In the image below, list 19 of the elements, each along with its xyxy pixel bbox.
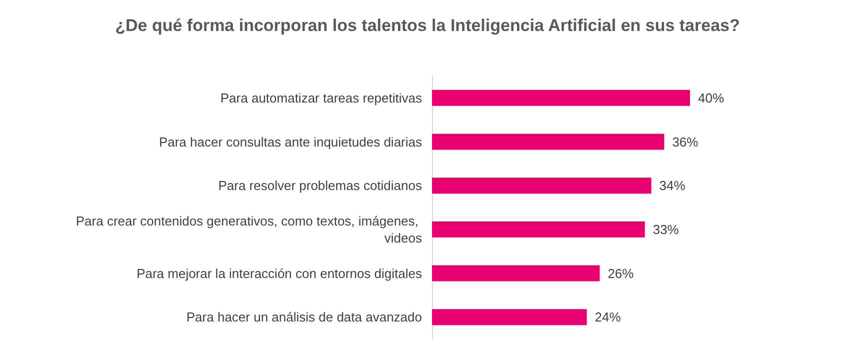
bar — [432, 309, 587, 326]
data-label: 36% — [672, 134, 699, 150]
data-label: 40% — [698, 90, 724, 106]
data-label: 24% — [594, 310, 622, 325]
y-tick-label: Para automatizar tareas repetitivas — [220, 90, 422, 106]
y-tick-label: Para resolver problemas cotidianos — [218, 178, 422, 194]
bar — [432, 90, 690, 106]
y-tick-label: Para hacer consultas ante inquietudes diarias — [158, 134, 422, 150]
y-tick-label: Para hacer un análisis de data avanzado — [186, 310, 422, 325]
y-tick-label: Para crear contenidos generativos, como textos, imágenes, videos — [76, 213, 422, 246]
bar — [432, 221, 645, 238]
data-label: 34% — [659, 178, 686, 194]
data-label: 26% — [608, 266, 634, 281]
bar — [432, 134, 664, 150]
bar — [432, 265, 600, 282]
chart-title: ¿De qué forma incorporan los talentos la Inteligencia Artificial en sus tareas? — [115, 16, 740, 35]
data-label: 33% — [652, 222, 680, 237]
y-tick-label: Para mejorar la interacción con entornos digitales — [136, 266, 422, 281]
bar — [432, 178, 652, 194]
